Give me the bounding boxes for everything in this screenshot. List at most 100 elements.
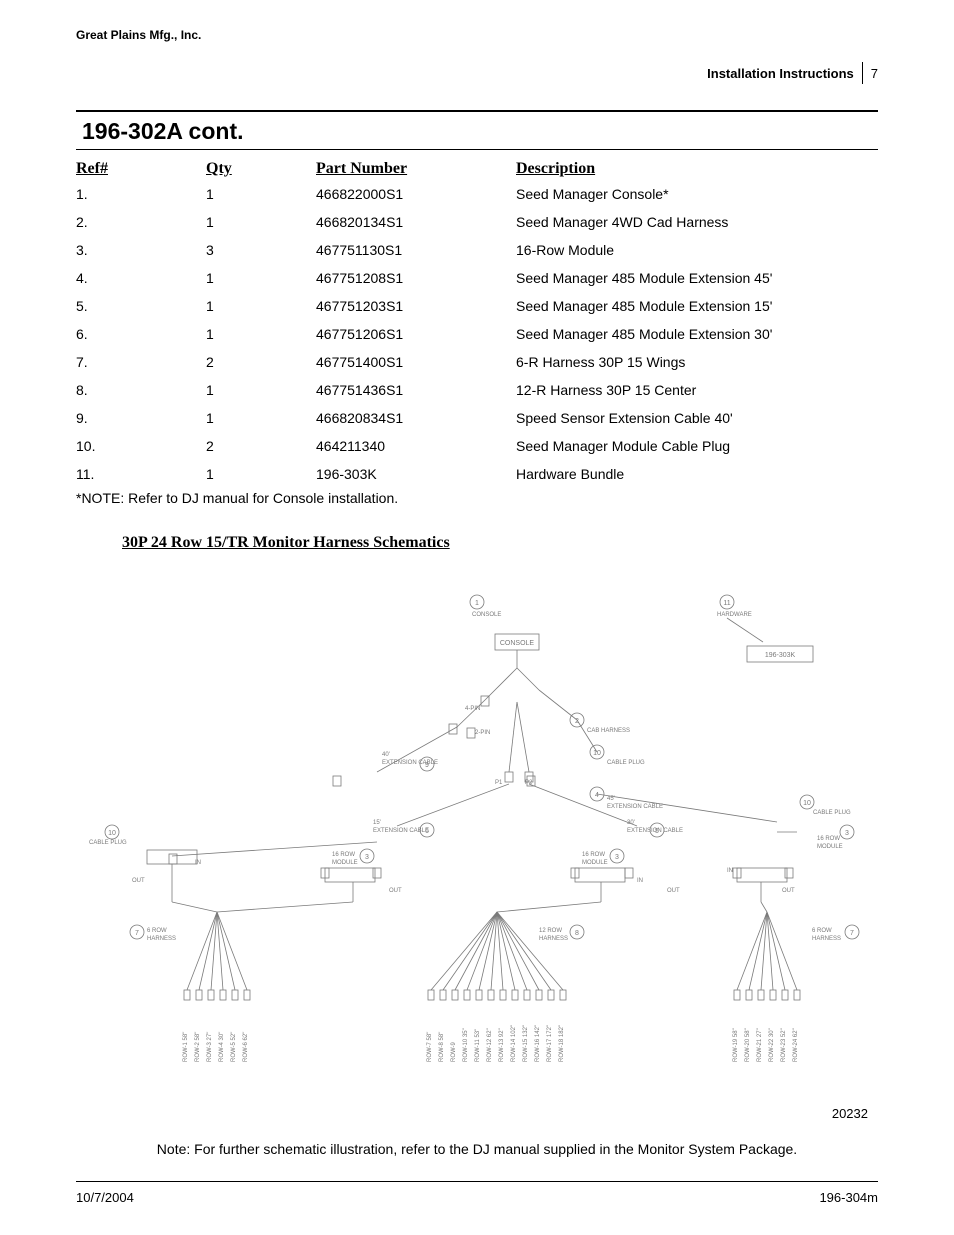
col-part: Part Number [316,158,516,180]
svg-text:11: 11 [723,600,730,607]
svg-text:16 ROW: 16 ROW [582,852,605,858]
table-row: 6.1467751206S1Seed Manager 485 Module Ex… [76,320,878,348]
cell-part: 467751208S1 [316,264,516,292]
svg-text:EXTENSION CABLE: EXTENSION CABLE [627,828,683,834]
svg-text:ROW-14 102": ROW-14 102" [511,1025,517,1062]
cell-ref: 8. [76,376,206,404]
svg-text:ROW-17 172": ROW-17 172" [547,1025,553,1062]
svg-text:ROW-7 58": ROW-7 58" [427,1032,433,1062]
svg-text:EXTENSION CABLE: EXTENSION CABLE [373,828,429,834]
svg-text:HARNESS: HARNESS [147,936,176,942]
svg-text:16 ROW: 16 ROW [332,852,355,858]
col-desc: Description [516,158,878,180]
cell-desc: Seed Manager Module Cable Plug [516,432,878,460]
table-row: 7.2467751400S16-R Harness 30P 15 Wings [76,348,878,376]
cell-part: 466822000S1 [316,180,516,208]
parts-table: Ref# Qty Part Number Description 1.14668… [76,158,878,488]
cell-desc: 12-R Harness 30P 15 Center [516,376,878,404]
svg-text:EXTENSION CABLE: EXTENSION CABLE [382,760,438,766]
schematic-diagram: CONSOLE196-303K4-PIN2-PINP1P2OUTINOUTINO… [76,572,878,1102]
cell-ref: 3. [76,236,206,264]
cell-qty: 1 [206,460,316,488]
cell-ref: 6. [76,320,206,348]
schematics-title: 30P 24 Row 15/TR Monitor Harness Schemat… [122,534,878,552]
svg-text:ROW-8 58": ROW-8 58" [439,1032,445,1062]
svg-text:CABLE PLUG: CABLE PLUG [813,810,851,816]
svg-text:12 ROW: 12 ROW [539,928,562,934]
svg-text:ROW-10 35": ROW-10 35" [463,1028,469,1062]
svg-text:ROW-3 27": ROW-3 27" [207,1032,213,1062]
svg-text:2-PIN: 2-PIN [475,730,490,736]
svg-text:IN: IN [727,868,733,874]
cell-desc: Seed Manager Console* [516,180,878,208]
svg-text:MODULE: MODULE [582,860,608,866]
table-row: 10.2464211340Seed Manager Module Cable P… [76,432,878,460]
svg-text:HARNESS: HARNESS [812,936,841,942]
svg-text:ROW-1 58": ROW-1 58" [183,1032,189,1062]
svg-text:OUT: OUT [782,888,795,894]
cell-qty: 1 [206,320,316,348]
svg-text:10: 10 [593,750,601,757]
svg-text:16 ROW: 16 ROW [817,836,840,842]
svg-text:ROW-12 62": ROW-12 62" [487,1028,493,1062]
svg-text:30': 30' [627,820,635,826]
cell-ref: 10. [76,432,206,460]
company-name: Great Plains Mfg., Inc. [76,28,878,42]
col-qty: Qty [206,158,316,180]
page-header: Installation Instructions 7 [76,62,878,84]
svg-text:7: 7 [135,930,139,937]
svg-text:OUT: OUT [132,878,145,884]
svg-text:EXTENSION CABLE: EXTENSION CABLE [607,804,663,810]
svg-text:15': 15' [373,820,381,826]
svg-text:OUT: OUT [667,888,680,894]
cell-qty: 1 [206,264,316,292]
svg-text:ROW-11 53": ROW-11 53" [475,1029,481,1062]
svg-text:MODULE: MODULE [817,844,843,850]
table-row: 1.1466822000S1Seed Manager Console* [76,180,878,208]
svg-text:ROW-24 62": ROW-24 62" [793,1028,799,1062]
svg-text:7: 7 [850,930,854,937]
rule-bottom [76,1181,878,1182]
cell-part: 466820134S1 [316,208,516,236]
svg-text:CABLE PLUG: CABLE PLUG [89,840,127,846]
svg-text:45': 45' [607,796,615,802]
svg-text:ROW-23 52": ROW-23 52" [781,1028,787,1062]
cell-qty: 3 [206,236,316,264]
svg-text:HARNESS: HARNESS [539,936,568,942]
svg-text:3: 3 [365,854,369,861]
svg-text:ROW-13 92": ROW-13 92" [499,1028,505,1062]
svg-text:8: 8 [575,930,579,937]
svg-text:ROW-22 30": ROW-22 30" [769,1028,775,1062]
console-note: *NOTE: Refer to DJ manual for Console in… [76,490,878,506]
svg-text:3: 3 [615,854,619,861]
cell-qty: 1 [206,180,316,208]
rule-under-title [76,149,878,150]
footer-doc: 196-304m [819,1190,878,1205]
cell-desc: Seed Manager 485 Module Extension 30' [516,320,878,348]
cell-desc: 6-R Harness 30P 15 Wings [516,348,878,376]
table-row: 3.3467751130S116-Row Module [76,236,878,264]
cell-ref: 5. [76,292,206,320]
cell-desc: Seed Manager 485 Module Extension 15' [516,292,878,320]
svg-text:ROW-6 62": ROW-6 62" [243,1032,249,1062]
cell-ref: 4. [76,264,206,292]
cell-part: 466820834S1 [316,404,516,432]
cell-qty: 1 [206,376,316,404]
cell-qty: 1 [206,404,316,432]
svg-text:CONSOLE: CONSOLE [500,640,535,647]
cell-ref: 2. [76,208,206,236]
svg-text:ROW-20 58": ROW-20 58" [745,1028,751,1062]
svg-text:IN: IN [195,860,201,866]
section-title: 196-302A cont. [82,118,878,145]
svg-text:ROW-2 58": ROW-2 58" [195,1032,201,1062]
svg-text:MODULE: MODULE [332,860,358,866]
cell-desc: Seed Manager 485 Module Extension 45' [516,264,878,292]
page-footer: 10/7/2004 196-304m [76,1190,878,1205]
svg-text:10: 10 [108,830,116,837]
svg-text:6 ROW: 6 ROW [147,928,167,934]
table-row: 11.1196-303KHardware Bundle [76,460,878,488]
cell-part: 467751130S1 [316,236,516,264]
svg-text:196-303K: 196-303K [765,652,796,659]
svg-text:HARDWARE: HARDWARE [717,612,752,618]
svg-text:4: 4 [595,792,599,799]
